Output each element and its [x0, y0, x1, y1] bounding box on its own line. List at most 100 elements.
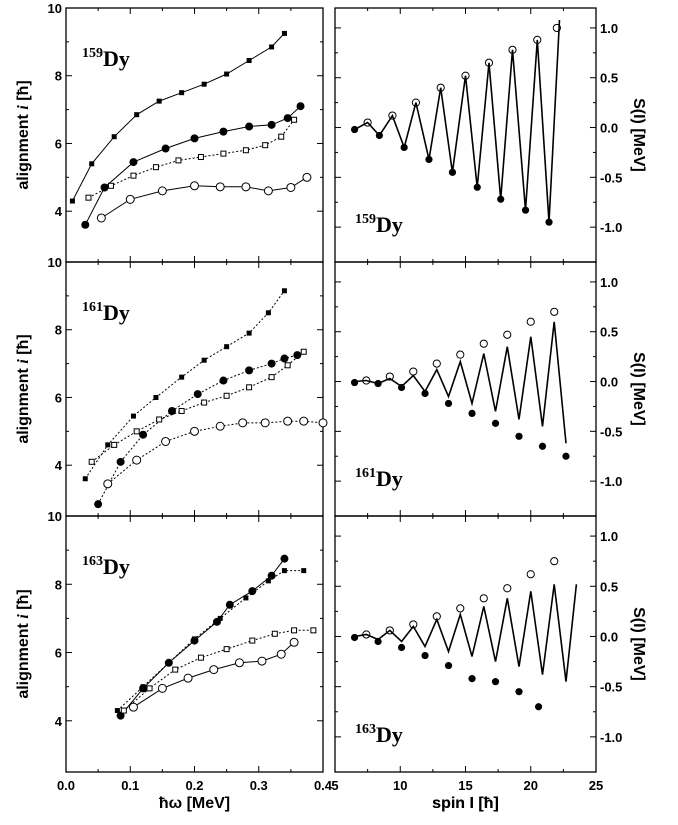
y-tick-label: 6 [55, 646, 62, 661]
data-point [201, 357, 207, 363]
x-tick-label: 5 [331, 778, 338, 793]
data-point-open [388, 111, 397, 120]
data-point [263, 186, 273, 196]
data-point [190, 636, 199, 645]
y-tick-label: 8 [55, 323, 62, 338]
data-point [246, 384, 253, 391]
data-point [130, 172, 137, 179]
panel-bottom-left: 0.0 0.1 0.2 0.3 0.4 4 6 8 10 alignment i [ħ] 163Dy [15, 509, 333, 793]
data-point [281, 288, 287, 294]
data-point [286, 182, 296, 192]
data-point [125, 194, 135, 204]
y-tick-label: 0.0 [600, 629, 618, 644]
data-point-filled [374, 379, 382, 388]
data-point-open [503, 330, 512, 339]
data-point [111, 441, 118, 448]
data-point-filled [562, 452, 570, 460]
data-point-filled [448, 168, 457, 176]
panel-top-left: 4 6 8 10 alignment i [ħ] ħω [MeV] 159Dy [15, 1, 324, 812]
data-point [246, 330, 252, 336]
data-point-filled [444, 661, 453, 670]
data-point [302, 172, 312, 182]
x-tick-label: 15 [458, 778, 472, 793]
x-tick-label: 10 [393, 778, 407, 793]
data-point [225, 600, 234, 609]
y-axis-title: alignment i [ħ] [15, 334, 32, 443]
data-point [197, 154, 204, 161]
data-point [215, 421, 225, 431]
data-point [179, 374, 185, 380]
y-tick-label: 1.0 [600, 21, 618, 36]
data-point [243, 595, 249, 601]
data-point [301, 568, 307, 574]
data-point [276, 649, 286, 659]
data-point [246, 57, 252, 63]
data-point [107, 182, 114, 189]
data-point-filled [397, 383, 406, 392]
data-point [267, 120, 276, 129]
data-point [281, 568, 287, 574]
data-point [193, 390, 202, 399]
data-point [224, 344, 230, 350]
series-line [84, 105, 301, 225]
data-point-open [385, 372, 394, 381]
data-point [168, 407, 177, 416]
data-point [245, 366, 254, 375]
data-point [139, 430, 148, 439]
data-point [88, 458, 95, 465]
y-axis-title: alignment i [ħ] [15, 589, 32, 698]
data-point-filled [545, 218, 553, 226]
data-point [100, 183, 109, 192]
data-point [310, 627, 317, 634]
nucleus-label: 159Dy [82, 46, 130, 71]
data-point [242, 147, 249, 154]
data-point-filled [374, 637, 382, 646]
data-point [280, 554, 289, 563]
data-point [299, 416, 309, 426]
nucleus-label: 159Dy [355, 212, 403, 237]
data-point [269, 44, 275, 50]
data-point [265, 310, 271, 316]
data-point-open [461, 71, 470, 80]
data-point [262, 142, 269, 149]
data-point [248, 587, 257, 596]
data-point-open [362, 376, 371, 385]
data-point-filled [350, 125, 359, 134]
data-point-open [503, 584, 512, 593]
data-point [209, 665, 219, 675]
data-point-open [550, 557, 559, 566]
y-tick-label: 10 [48, 1, 62, 16]
data-point [260, 418, 270, 428]
y-tick-label: 1.0 [600, 529, 618, 544]
data-point [120, 707, 127, 714]
data-point [296, 102, 305, 111]
data-point [289, 637, 299, 647]
data-point [249, 637, 256, 644]
data-point-open [508, 45, 517, 54]
data-point [223, 392, 230, 399]
data-point [267, 571, 276, 580]
data-point [190, 426, 199, 436]
x-axis-title: ħω [MeV] [159, 795, 230, 812]
data-point-filled [421, 651, 429, 660]
y-tick-label: -0.5 [600, 170, 622, 185]
data-point [134, 112, 140, 118]
data-point-open [362, 630, 371, 639]
data-point-open [411, 98, 421, 107]
data-point-filled [538, 442, 547, 450]
x-axis-title: spin I [ħ] [432, 795, 499, 812]
data-point [152, 164, 159, 171]
data-point [85, 194, 92, 201]
data-point-filled [521, 206, 530, 214]
data-point [156, 416, 163, 423]
data-point [175, 157, 182, 164]
data-point-open [484, 58, 494, 67]
data-point [129, 158, 138, 167]
data-point [219, 127, 228, 136]
data-point [178, 408, 185, 415]
data-point [133, 428, 140, 435]
data-point-filled [515, 688, 523, 696]
data-point [283, 114, 292, 123]
data-point [114, 708, 120, 714]
